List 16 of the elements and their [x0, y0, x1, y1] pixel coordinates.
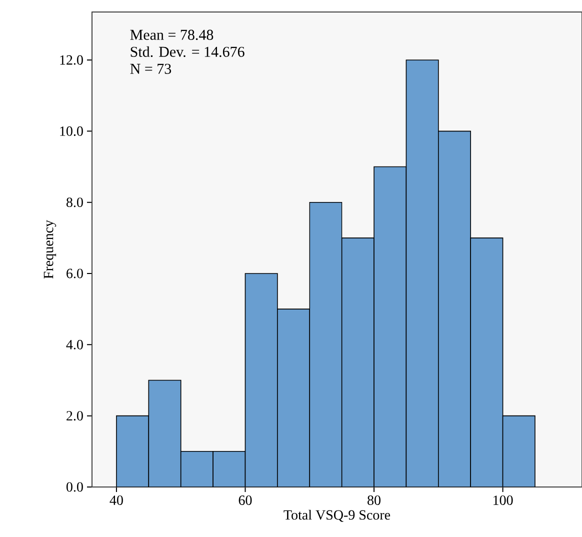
annotation: N = 73	[130, 64, 172, 74]
y-tick-label: 4.0	[66, 340, 83, 350]
y-tick-label: 6.0	[66, 268, 83, 278]
y-tick-label: 2.0	[66, 411, 83, 421]
x-tick-label: 60	[238, 496, 252, 505]
y-axis-title: Frequency	[44, 220, 56, 279]
annotation: Mean = 78.48	[130, 30, 214, 40]
x-tick-label: 100	[494, 496, 513, 505]
y-tick-label: 10.0	[60, 126, 83, 136]
x-axis-title: Total VSQ-9 Score	[284, 510, 390, 522]
annotation: Std. Dev. = 14.676	[130, 46, 244, 57]
y-tick-label: 0.0	[66, 482, 83, 492]
y-tick-label: 12.0	[60, 55, 83, 65]
x-tick-label: 80	[368, 496, 380, 505]
x-tick-label: 40	[110, 496, 123, 505]
y-tick-label: 8.0	[66, 198, 83, 208]
